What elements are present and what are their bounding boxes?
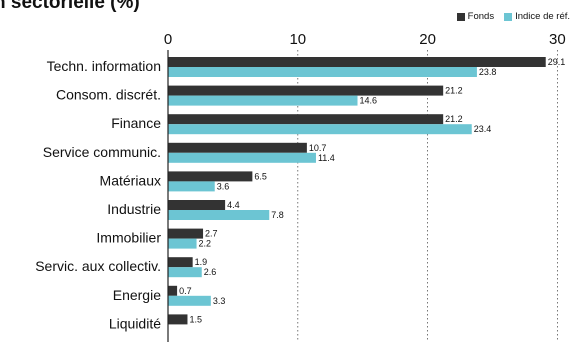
x-tick-label: 0 bbox=[164, 31, 172, 48]
bar-fonds bbox=[168, 85, 444, 96]
legend-swatch-indice bbox=[504, 12, 513, 21]
data-label: 1.9 bbox=[195, 257, 208, 267]
bar-fonds bbox=[168, 57, 546, 67]
x-tick-label: 10 bbox=[289, 31, 306, 48]
legend-label-fonds: Fonds bbox=[467, 11, 495, 22]
data-label: 10.7 bbox=[309, 143, 327, 153]
category-label: Finance bbox=[111, 115, 161, 131]
bar-indice bbox=[168, 267, 202, 278]
data-label: 0.7 bbox=[179, 286, 192, 296]
category-label: Matériaux bbox=[100, 172, 161, 188]
data-label: 23.8 bbox=[479, 67, 497, 77]
data-label: 2.7 bbox=[205, 229, 218, 239]
x-axis-ticks: 0 10 20 30 bbox=[164, 31, 566, 48]
category-label: Immobilier bbox=[96, 230, 161, 246]
data-label: 29.1 bbox=[548, 57, 566, 67]
category-label: Consom. discrét. bbox=[56, 87, 161, 103]
data-label: 14.6 bbox=[360, 96, 378, 106]
legend: Fonds Indice de réf. bbox=[456, 11, 570, 22]
legend-item-indice: Indice de réf. bbox=[504, 11, 570, 22]
bar-indice bbox=[168, 181, 215, 192]
data-label: 2.2 bbox=[199, 239, 212, 249]
bar-indice bbox=[168, 295, 211, 306]
bar-fonds bbox=[168, 285, 178, 296]
bar-indice bbox=[168, 152, 316, 163]
bar-fonds bbox=[168, 200, 226, 210]
category-label: Industrie bbox=[107, 201, 161, 217]
x-tick-label: 30 bbox=[549, 31, 566, 48]
bar-fonds bbox=[168, 228, 204, 239]
bar-indice bbox=[168, 238, 197, 249]
category-label: Servic. aux collectiv. bbox=[35, 258, 161, 274]
data-label: 6.5 bbox=[254, 171, 267, 181]
bar-fonds bbox=[168, 314, 188, 325]
bar-fonds bbox=[168, 171, 253, 182]
data-label: 3.6 bbox=[217, 181, 230, 191]
category-label: Energie bbox=[113, 287, 161, 303]
legend-item-fonds: Fonds bbox=[456, 11, 495, 22]
bar-indice bbox=[168, 95, 358, 106]
bars: 29.1 23.8 21.2 14.6 21.2 23.4 10.711.4 6.5 3.6 4.… bbox=[168, 57, 566, 325]
bar-fonds bbox=[168, 114, 444, 125]
data-label: 23.4 bbox=[474, 124, 492, 134]
bar-indice bbox=[168, 210, 270, 220]
data-label: 21.2 bbox=[445, 114, 463, 124]
bar-indice bbox=[168, 124, 472, 135]
chart-title: n sectorielle (%) bbox=[0, 0, 140, 13]
data-label: 1.5 bbox=[189, 314, 202, 324]
category-labels: Techn. information Consom. discrét. Financ… bbox=[35, 58, 161, 331]
bar-indice bbox=[168, 67, 477, 77]
legend-label-indice: Indice de réf. bbox=[515, 11, 570, 22]
bar-fonds bbox=[168, 142, 307, 153]
bar-fonds bbox=[168, 257, 193, 268]
data-label: 3.3 bbox=[213, 296, 226, 306]
data-label: 11.4 bbox=[318, 153, 335, 163]
legend-swatch-fonds bbox=[456, 12, 465, 21]
data-label: 4.4 bbox=[227, 200, 240, 210]
category-label: Service communic. bbox=[43, 144, 161, 160]
category-label: Liquidité bbox=[109, 315, 161, 331]
category-label: Techn. information bbox=[47, 58, 161, 74]
data-label: 7.8 bbox=[271, 210, 284, 220]
x-tick-label: 20 bbox=[419, 31, 436, 48]
data-label: 2.6 bbox=[204, 267, 217, 277]
data-label: 21.2 bbox=[445, 86, 463, 96]
